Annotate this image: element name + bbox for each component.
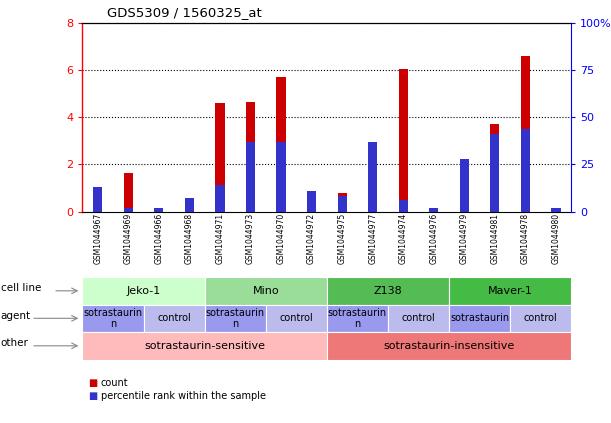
Text: Maver-1: Maver-1 — [488, 286, 533, 296]
Bar — [155, 209, 164, 212]
Bar — [307, 209, 316, 212]
Bar — [216, 185, 225, 212]
Bar — [552, 209, 561, 212]
Text: control: control — [157, 313, 191, 323]
Bar — [155, 208, 164, 212]
Bar — [552, 208, 561, 212]
Bar — [368, 142, 378, 212]
Text: ■: ■ — [89, 378, 98, 388]
Text: GDS5309 / 1560325_at: GDS5309 / 1560325_at — [107, 6, 262, 19]
Text: sotrastaurin
n: sotrastaurin n — [206, 308, 265, 329]
Bar — [460, 159, 469, 212]
Bar — [399, 69, 408, 212]
Text: Z138: Z138 — [373, 286, 403, 296]
Text: Mino: Mino — [252, 286, 279, 296]
Bar — [429, 209, 439, 212]
Bar — [123, 208, 133, 212]
Text: ■: ■ — [89, 390, 98, 401]
Bar — [429, 208, 439, 212]
Text: control: control — [524, 313, 558, 323]
Bar — [460, 209, 469, 212]
Bar — [338, 193, 347, 212]
Text: agent: agent — [1, 310, 31, 321]
Text: control: control — [279, 313, 313, 323]
Bar — [338, 196, 347, 212]
Text: cell line: cell line — [1, 283, 41, 293]
Bar — [216, 103, 225, 212]
Bar — [521, 129, 530, 212]
Text: count: count — [101, 378, 128, 388]
Bar — [521, 56, 530, 212]
Bar — [491, 124, 500, 212]
Bar — [368, 170, 378, 212]
Text: percentile rank within the sample: percentile rank within the sample — [101, 390, 266, 401]
Bar — [246, 102, 255, 212]
Text: sotrastaurin
n: sotrastaurin n — [84, 308, 142, 329]
Bar — [185, 198, 194, 212]
Text: sotrastaurin: sotrastaurin — [450, 313, 509, 323]
Bar — [93, 194, 103, 212]
Text: Jeko-1: Jeko-1 — [126, 286, 161, 296]
Bar — [307, 191, 316, 212]
Bar — [491, 135, 500, 212]
Bar — [185, 198, 194, 212]
Text: other: other — [1, 338, 29, 348]
Text: sotrastaurin-sensitive: sotrastaurin-sensitive — [144, 341, 265, 351]
Bar — [93, 187, 103, 212]
Text: sotrastaurin-insensitive: sotrastaurin-insensitive — [384, 341, 514, 351]
Bar — [399, 200, 408, 212]
Text: sotrastaurin
n: sotrastaurin n — [328, 308, 387, 329]
Bar — [123, 173, 133, 212]
Bar — [246, 142, 255, 212]
Text: control: control — [401, 313, 436, 323]
Bar — [277, 77, 286, 212]
Bar — [277, 142, 286, 212]
